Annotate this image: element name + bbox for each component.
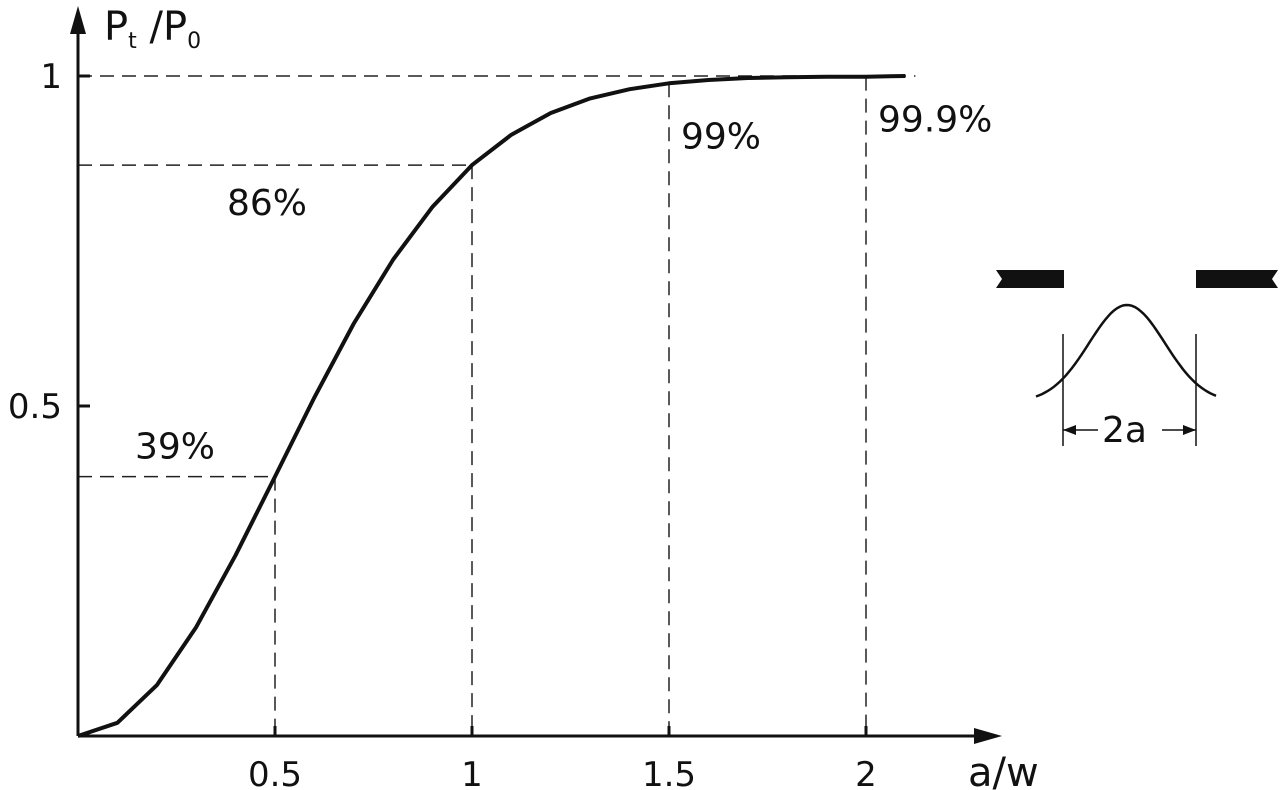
y-axis-title-slash: /P xyxy=(137,4,187,50)
inset-dimension-label: 2a xyxy=(1102,410,1147,451)
annotation-label: 39% xyxy=(135,427,215,468)
x-tick-label: 1.5 xyxy=(642,755,696,790)
y-axis-title: Pt /P0 xyxy=(104,4,201,54)
dashed-guide-lines xyxy=(78,75,916,736)
x-tick-label: 0.5 xyxy=(248,755,302,790)
beam-aperture-inset: 2a xyxy=(996,270,1278,451)
percent-annotations: 39% 86% 99% 99.9% xyxy=(135,100,992,468)
axes xyxy=(70,6,1002,744)
tick-marks: 0.5 1 1.5 2 0.5 1 xyxy=(8,57,877,790)
y-tick-label: 1 xyxy=(40,57,62,97)
dimension-arrow-left xyxy=(1063,425,1076,435)
aperture-right-blade xyxy=(1196,270,1278,288)
aperture-left-blade xyxy=(996,270,1064,288)
gaussian-beam-profile xyxy=(1035,303,1217,398)
x-tick-label: 2 xyxy=(855,755,877,790)
y-tick-label: 0.5 xyxy=(8,387,62,427)
y-axis-title-sub2: 0 xyxy=(187,29,201,54)
y-axis-title-sub: t xyxy=(128,29,137,54)
y-axis-arrow xyxy=(70,6,86,34)
annotation-label: 99% xyxy=(681,116,761,157)
transmission-curve xyxy=(77,74,906,738)
x-tick-label: 1 xyxy=(461,755,483,790)
annotation-label: 86% xyxy=(227,183,307,224)
dimension-arrow-right xyxy=(1183,425,1196,435)
y-axis-title-main: P xyxy=(104,4,128,50)
x-axis-title: a/w xyxy=(968,750,1039,790)
annotation-label: 99.9% xyxy=(878,100,992,141)
x-axis-arrow xyxy=(974,728,1002,744)
